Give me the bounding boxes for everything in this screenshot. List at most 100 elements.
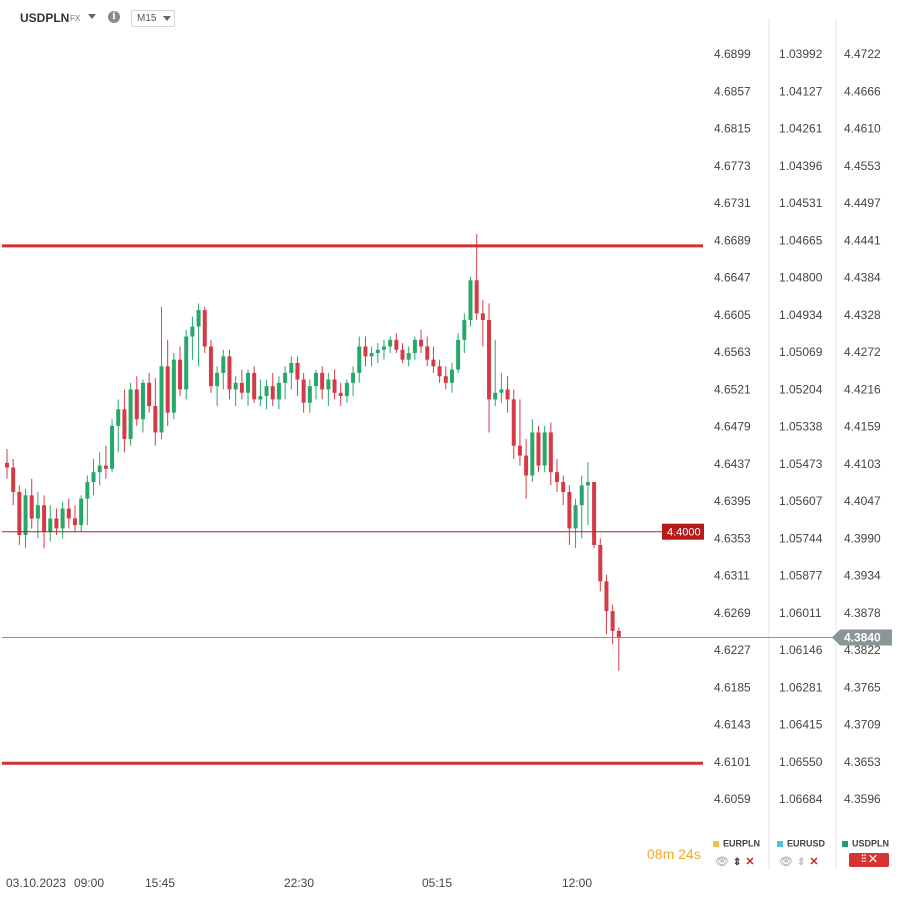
chevron-down-icon bbox=[163, 16, 171, 21]
candle bbox=[116, 409, 121, 426]
eye-icon[interactable]: 👁 bbox=[779, 856, 793, 868]
price-tick-label: 4.6857 bbox=[714, 84, 751, 98]
price-tick-label: 4.4553 bbox=[844, 159, 881, 173]
candle bbox=[598, 544, 603, 582]
candle bbox=[561, 482, 566, 493]
price-tick-label: 4.6563 bbox=[714, 345, 751, 359]
candle bbox=[344, 382, 349, 397]
price-tick-label: 1.05069 bbox=[779, 345, 823, 359]
candle bbox=[165, 366, 170, 413]
price-tick-label: 4.6479 bbox=[714, 420, 751, 434]
price-tick-label: 1.06146 bbox=[779, 643, 823, 657]
candle bbox=[72, 518, 77, 526]
candle bbox=[239, 382, 244, 393]
price-tick-label: 4.4610 bbox=[844, 122, 881, 136]
legend-eurusd-label: EURUSD bbox=[787, 838, 826, 849]
candle bbox=[258, 396, 263, 400]
candle bbox=[381, 346, 386, 350]
candle bbox=[437, 366, 442, 377]
candle bbox=[579, 485, 584, 506]
candle bbox=[184, 336, 189, 390]
candle bbox=[301, 379, 306, 403]
candle bbox=[103, 465, 108, 469]
candle-style-active-button[interactable]: ⫶⫶ ✕ bbox=[849, 853, 889, 867]
symbol-label[interactable]: USDPLN bbox=[20, 11, 70, 25]
legend-usdpln-label: USDPLN bbox=[852, 838, 890, 849]
price-tick-label: 1.05338 bbox=[779, 420, 823, 434]
candle bbox=[159, 366, 164, 433]
legend-eurpln[interactable]: EURPLN 👁 ⇕ ✕ bbox=[713, 838, 773, 878]
candle bbox=[153, 405, 158, 433]
price-tick-label: 1.04261 bbox=[779, 122, 823, 136]
price-tick-label: 1.04127 bbox=[779, 84, 823, 98]
candle bbox=[178, 359, 183, 390]
candle bbox=[400, 349, 405, 360]
candle bbox=[326, 379, 331, 390]
price-tick-label: 4.6521 bbox=[714, 382, 751, 396]
price-tick-label: 4.3596 bbox=[844, 792, 881, 806]
price-tick-label: 1.05607 bbox=[779, 494, 823, 508]
current-price-label: 4.3840 bbox=[844, 631, 881, 645]
price-tick-label: 4.3934 bbox=[844, 569, 881, 583]
price-tick-label: 4.4103 bbox=[844, 457, 881, 471]
legend-eurusd[interactable]: EURUSD 👁 ⇕ ✕ bbox=[777, 838, 837, 878]
close-icon[interactable]: ✕ bbox=[809, 856, 819, 868]
timeframe-select[interactable]: M15 bbox=[131, 10, 175, 27]
info-icon[interactable]: i bbox=[108, 11, 120, 23]
candle bbox=[295, 362, 300, 380]
horizontal-levels[interactable]: 4.4000 4.3840 bbox=[2, 244, 892, 765]
price-tick-label: 1.06281 bbox=[779, 680, 823, 694]
candle bbox=[246, 372, 251, 393]
candle bbox=[363, 346, 368, 357]
price-tick-label: 4.4722 bbox=[844, 47, 881, 61]
candle bbox=[542, 432, 547, 466]
price-tick-label: 4.3878 bbox=[844, 606, 881, 620]
close-icon[interactable]: ✕ bbox=[869, 854, 877, 865]
price-tick-label: 4.6731 bbox=[714, 196, 751, 210]
candle bbox=[406, 353, 411, 360]
candle bbox=[443, 376, 448, 383]
candle bbox=[456, 339, 461, 370]
candle bbox=[555, 472, 560, 483]
price-tick-label: 4.6815 bbox=[714, 122, 751, 136]
price-tick-label: 4.4497 bbox=[844, 196, 881, 210]
candle bbox=[332, 379, 337, 393]
candle bbox=[517, 445, 522, 456]
candle bbox=[128, 389, 133, 440]
time-tick-label: 05:15 bbox=[422, 876, 452, 890]
candle bbox=[320, 372, 325, 390]
reorder-icon[interactable]: ⇕ bbox=[796, 857, 806, 868]
candle bbox=[530, 432, 535, 476]
price-tick-label: 4.6101 bbox=[714, 755, 751, 769]
candle bbox=[462, 319, 467, 340]
candle bbox=[419, 339, 424, 347]
price-tick-label: 1.04665 bbox=[779, 233, 823, 247]
candle bbox=[499, 389, 504, 393]
price-tick-label: 4.6269 bbox=[714, 606, 751, 620]
candle bbox=[5, 462, 9, 468]
countdown-minutes: 08 bbox=[647, 846, 663, 862]
eye-icon[interactable]: 👁 bbox=[715, 856, 729, 868]
reorder-icon[interactable]: ⇕ bbox=[732, 857, 742, 868]
price-tick-label: 4.3822 bbox=[844, 643, 881, 657]
price-tick-label: 4.6185 bbox=[714, 680, 751, 694]
candle bbox=[283, 372, 288, 383]
legend-usdpln[interactable]: USDPLN ⫶⫶ ✕ bbox=[842, 838, 902, 878]
candle bbox=[425, 346, 430, 360]
price-tick-label: 1.03992 bbox=[779, 47, 823, 61]
candle bbox=[388, 339, 393, 347]
price-tick-label: 4.6689 bbox=[714, 233, 751, 247]
candle bbox=[140, 382, 145, 420]
time-tick-label: 15:45 bbox=[145, 876, 175, 890]
price-tick-label: 4.6395 bbox=[714, 494, 751, 508]
price-tick-label: 1.06550 bbox=[779, 755, 823, 769]
candle bbox=[357, 346, 362, 373]
candle bbox=[480, 313, 485, 320]
price-tick-label: 1.05204 bbox=[779, 382, 823, 396]
symbol-dropdown-chevron-icon[interactable] bbox=[88, 14, 96, 19]
close-icon[interactable]: ✕ bbox=[745, 856, 755, 868]
candle bbox=[474, 280, 479, 314]
candle bbox=[215, 372, 220, 387]
candle-countdown: 08m 24s bbox=[647, 846, 701, 862]
